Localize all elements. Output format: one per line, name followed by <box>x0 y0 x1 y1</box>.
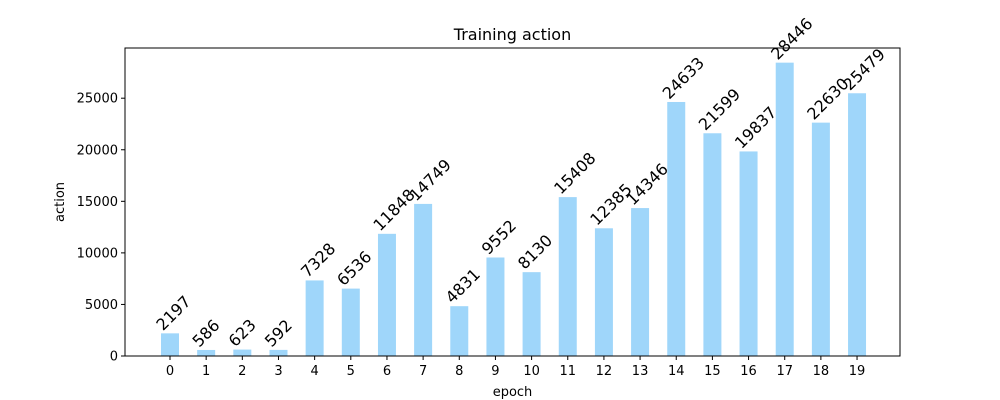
x-tick-label: 14 <box>668 364 685 379</box>
y-tick-label: 20000 <box>77 143 118 158</box>
data-label-7: 14749 <box>406 155 455 204</box>
bar-11 <box>558 197 577 356</box>
x-tick-label: 0 <box>166 364 174 379</box>
x-tick-label: 8 <box>455 364 463 379</box>
x-tick-label: 2 <box>238 364 246 379</box>
bar-12 <box>594 228 613 356</box>
x-tick-label: 16 <box>740 364 757 379</box>
y-axis-label: action <box>53 182 68 222</box>
bar-10 <box>522 272 541 356</box>
bar-19 <box>848 93 867 356</box>
y-axis-ticks: 0 5000 10000 15000 20000 25000 <box>77 92 125 365</box>
x-axis-ticks: 0 1 2 3 4 5 6 7 8 9 10 11 12 13 14 15 16 17 18 19 <box>166 356 865 379</box>
data-label-0: 2197 <box>152 292 194 334</box>
data-label-5: 6536 <box>333 247 375 289</box>
bar-0 <box>161 333 179 356</box>
bar-8 <box>450 306 469 356</box>
data-label-9: 9552 <box>478 216 520 258</box>
x-tick-label: 6 <box>383 364 391 379</box>
bar-17 <box>775 62 794 356</box>
y-tick-label: 15000 <box>77 195 118 210</box>
data-label-12: 12385 <box>586 180 635 229</box>
bar-14 <box>667 101 686 357</box>
y-tick-label: 5000 <box>85 298 118 313</box>
data-label-10: 8130 <box>514 231 556 273</box>
bar-13 <box>631 208 650 356</box>
x-tick-label: 13 <box>632 364 649 379</box>
data-label-14: 24633 <box>659 53 708 102</box>
x-tick-label: 9 <box>491 364 499 379</box>
plot-frame <box>124 47 901 357</box>
bar-9 <box>486 257 505 356</box>
bar-2 <box>233 349 252 356</box>
chart-title: Training action <box>453 25 571 44</box>
y-tick-label: 10000 <box>77 246 118 261</box>
y-tick-label: 25000 <box>77 92 118 107</box>
bars <box>161 62 867 357</box>
bar-7 <box>414 203 433 356</box>
y-tick-label: 0 <box>110 350 118 365</box>
data-label-3: 592 <box>261 316 296 351</box>
data-label-11: 15408 <box>550 149 599 198</box>
bar-3 <box>269 349 288 356</box>
x-tick-label: 19 <box>849 364 866 379</box>
bar-1 <box>197 349 216 356</box>
data-label-13: 14346 <box>622 159 671 208</box>
bar-5 <box>341 288 360 356</box>
bar-16 <box>739 151 758 356</box>
x-tick-label: 10 <box>523 364 540 379</box>
x-tick-label: 3 <box>274 364 282 379</box>
x-tick-label: 7 <box>419 364 427 379</box>
data-label-8: 4831 <box>442 265 484 307</box>
data-label-1: 586 <box>189 316 224 351</box>
x-tick-label: 4 <box>310 364 318 379</box>
data-label-16: 19837 <box>731 103 780 152</box>
x-tick-label: 17 <box>776 364 793 379</box>
x-tick-label: 1 <box>202 364 210 379</box>
data-label-15: 21599 <box>695 85 744 134</box>
x-tick-label: 11 <box>559 364 576 379</box>
x-tick-label: 15 <box>704 364 721 379</box>
bar-15 <box>703 133 722 356</box>
bar-6 <box>377 233 396 356</box>
data-label-2: 623 <box>225 315 260 350</box>
x-tick-label: 18 <box>813 364 830 379</box>
x-tick-label: 12 <box>596 364 613 379</box>
bar-18 <box>811 122 830 356</box>
x-tick-label: 5 <box>347 364 355 379</box>
bar-4 <box>305 280 324 356</box>
x-axis-label: epoch <box>493 385 533 400</box>
data-label-19: 25479 <box>839 45 888 94</box>
data-label-17: 28446 <box>767 14 816 63</box>
